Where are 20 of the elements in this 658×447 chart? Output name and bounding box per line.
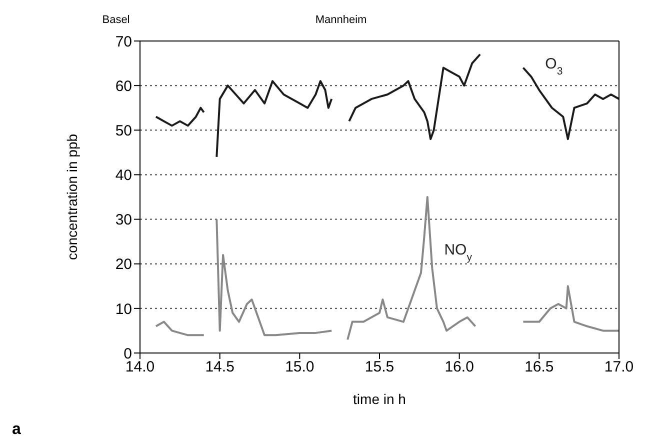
x-tick-label: 16.0 — [444, 358, 474, 376]
series-label: O$_{3}$ — [545, 56, 563, 78]
x-axis-title: time in h — [353, 391, 406, 407]
series-label: NO$_{y}$ — [444, 241, 473, 264]
x-tick-label: 14.5 — [205, 358, 234, 376]
text: a — [12, 421, 21, 439]
y-tick-label: 70 — [115, 33, 132, 50]
text: Basel — [102, 14, 130, 26]
y-tick-label: 10 — [115, 300, 132, 318]
y-tick-label: 40 — [115, 167, 132, 184]
y-tick-label: 60 — [115, 78, 132, 95]
x-tick-label: 15.5 — [364, 358, 394, 376]
text: Mannheim — [315, 14, 367, 26]
x-tick-label: 17.0 — [604, 358, 634, 376]
x-tick-label: 16.5 — [524, 358, 554, 376]
x-tick-label: 15.0 — [285, 358, 314, 376]
y-tick-label: 20 — [115, 256, 132, 274]
y-tick-label: 50 — [115, 122, 132, 140]
y-axis-title: concentration in ppb — [64, 134, 80, 260]
y-tick-label: 30 — [115, 212, 132, 229]
